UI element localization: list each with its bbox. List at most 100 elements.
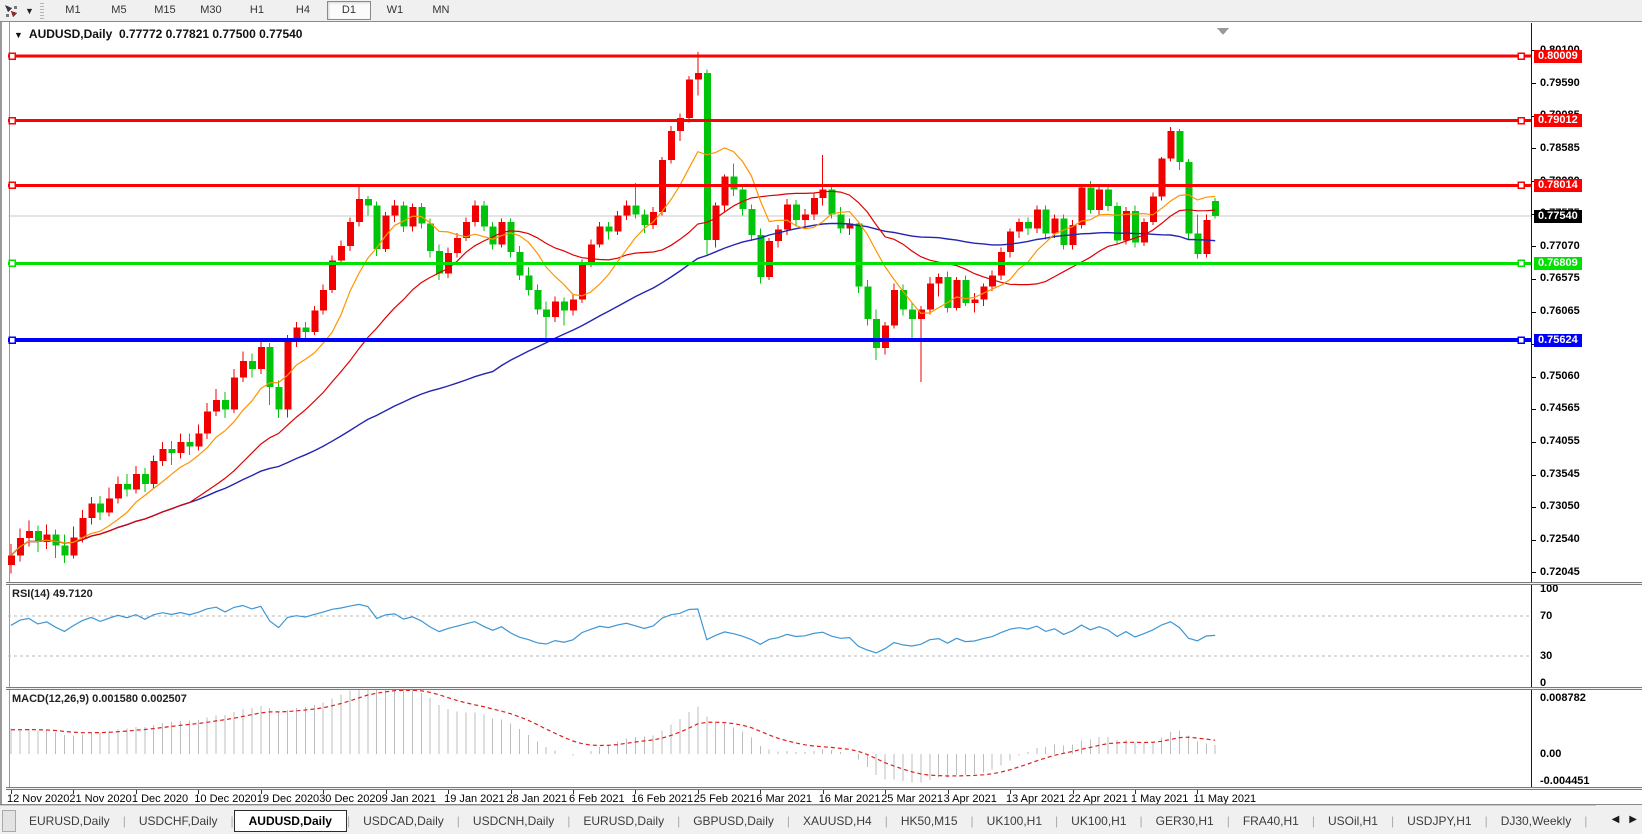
date-label: 12 Nov 2020: [7, 793, 70, 805]
tab-eurusd-daily[interactable]: EURUSD,Daily: [29, 813, 110, 828]
chart-tab-bar: EURUSD,Daily | USDCHF,Daily | AUDUSD,Daily | U…: [0, 805, 1642, 834]
tab-uk100-h1[interactable]: UK100,H1: [1071, 813, 1127, 828]
tab-dj30-weekly[interactable]: DJ30,Weekly: [1500, 813, 1572, 828]
time-tick-mark: [1197, 790, 1199, 794]
price-tick-label: 0.73545: [1540, 468, 1580, 481]
date-label: 25 Mar 2021: [881, 793, 943, 805]
chart-shift-marker-icon: [1217, 28, 1229, 35]
price-tick-mark: [1532, 539, 1536, 541]
tab-gbpusd-daily[interactable]: GBPUSD,Daily: [693, 813, 774, 828]
date-label: 25 Feb 2021: [693, 793, 756, 805]
time-tick-mark: [885, 790, 887, 794]
tab-usdchf-daily[interactable]: USDCHF,Daily: [138, 813, 218, 828]
tab-usdcad-daily[interactable]: USDCAD,Daily: [363, 813, 444, 828]
price-tick-label: 0.72540: [1540, 533, 1580, 546]
time-tick-mark: [1010, 790, 1011, 794]
tab-hk50-m15[interactable]: HK50,M15: [900, 813, 958, 828]
tab-divider: |: [1139, 813, 1143, 828]
price-tick-mark: [1532, 376, 1536, 378]
tab-usoil-h1[interactable]: USOil,H1: [1327, 813, 1378, 828]
panel-splitter[interactable]: [6, 582, 1642, 585]
price-tick-label: 0.78585: [1540, 141, 1580, 154]
tab-fra40-h1[interactable]: FRA40,H1: [1242, 813, 1299, 828]
tab-usdjpy-h1[interactable]: USDJPY,H1: [1407, 813, 1472, 828]
line-price-label: 0.78014: [1534, 178, 1582, 192]
time-tick-mark: [260, 790, 262, 794]
tab-scroll-buttons: ◀ ▶: [1596, 805, 1642, 834]
tab-divider: |: [1584, 813, 1588, 828]
ma-mid-line: [10, 190, 1216, 556]
date-label: 10 Dec 2020: [194, 793, 257, 805]
timeframe-button-m1[interactable]: M1: [65, 4, 81, 16]
date-label: 16 Mar 2021: [818, 793, 881, 805]
tab-ger30-h1[interactable]: GER30,H1: [1155, 813, 1214, 828]
timeframe-button-h4[interactable]: H4: [295, 4, 310, 16]
price-tick-mark: [1532, 572, 1536, 573]
line-price-label: 0.76809: [1534, 256, 1582, 270]
line-handle: [1517, 259, 1525, 268]
line-handle: [8, 336, 16, 344]
tab-divider: |: [786, 813, 791, 828]
timeframe-buttons: M1 M5 M15 M30 H1 H4 D1 W1 MN: [50, 1, 464, 20]
time-tick-mark: [1134, 790, 1136, 794]
right-arrow-icon[interactable]: ▶: [1629, 814, 1637, 825]
timeframe-button-d1[interactable]: D1: [326, 1, 371, 20]
collapse-triangle-icon[interactable]: ▼: [14, 30, 23, 40]
tab-divider: |: [122, 813, 126, 828]
tab-xauusd-h4[interactable]: XAUUSD,H4: [803, 813, 872, 828]
line-handle: [1517, 52, 1525, 60]
panel-splitter[interactable]: [6, 787, 1642, 790]
price-tick-mark: [1532, 148, 1536, 150]
timeframe-button-m30[interactable]: M30: [200, 4, 222, 16]
time-tick-mark: [510, 790, 512, 794]
price-tick-label: 0.77070: [1540, 239, 1580, 252]
chart-ohlc: 0.77772 0.77821 0.77500 0.77540: [118, 27, 303, 41]
price-tick-label: 0.74055: [1540, 435, 1580, 448]
caret-down-icon[interactable]: ▼: [25, 5, 34, 16]
time-tick-mark: [822, 790, 824, 794]
current-price-label: 0.77540: [1534, 209, 1582, 223]
left-arrow-icon[interactable]: ◀: [1611, 814, 1620, 825]
price-tick-label: 0.75060: [1540, 370, 1580, 383]
chart-cursor-icon[interactable]: [3, 3, 23, 19]
main-chart-canvas[interactable]: [7, 23, 1531, 582]
panel-splitter[interactable]: [6, 687, 1642, 690]
time-tick-mark: [11, 790, 12, 794]
price-tick-mark: [1532, 474, 1536, 476]
date-label: 16 Feb 2021: [631, 793, 694, 805]
time-tick-mark: [635, 790, 637, 794]
line-price-label: 0.80009: [1534, 49, 1582, 63]
date-label: 21 Nov 2020: [69, 793, 132, 805]
line-handle: [8, 259, 16, 268]
rsi-line: [10, 603, 1216, 654]
timeframe-button-m15[interactable]: M15: [154, 4, 176, 16]
timeframe-button-mn[interactable]: MN: [432, 4, 450, 16]
tab-stub[interactable]: [2, 809, 16, 832]
price-axis[interactable]: 0.801000.795900.790850.785850.780800.775…: [1531, 23, 1642, 790]
macd-signal-line: [10, 690, 1216, 777]
timeframe-button-w1[interactable]: W1: [386, 4, 404, 16]
date-label: 9 Jan 2021: [381, 793, 437, 805]
timeframe-button-m5[interactable]: M5: [111, 4, 127, 16]
tab-eurusd-daily[interactable]: EURUSD,Daily: [583, 813, 665, 828]
date-label: 13 Apr 2021: [1006, 793, 1066, 805]
macd-axis-label: 0.00: [1540, 748, 1562, 760]
tab-audusd-daily[interactable]: AUDUSD,Daily: [233, 809, 347, 832]
timeframe-button-h1[interactable]: H1: [249, 4, 264, 16]
tab-divider: |: [1226, 813, 1230, 828]
date-label: 6 Mar 2021: [756, 793, 812, 805]
date-label: 28 Jan 2021: [506, 793, 568, 805]
price-tick-mark: [1532, 83, 1536, 85]
tab-usdcnh-daily[interactable]: USDCNH,Daily: [472, 813, 555, 828]
date-label: 22 Apr 2021: [1068, 793, 1128, 805]
time-tick-mark: [73, 790, 75, 794]
price-tick-label: 0.76575: [1540, 272, 1580, 284]
time-axis[interactable]: 12 Nov 2020 21 Nov 2020 1 Dec 2020 10 Dec 2…: [7, 790, 1531, 805]
rsi-panel-canvas[interactable]: [7, 585, 1531, 687]
tab-divider: |: [456, 813, 460, 828]
macd-values: 0.001580 0.002507: [92, 693, 187, 705]
price-tick-label: 0.76065: [1540, 305, 1580, 317]
tab-uk100-h1[interactable]: UK100,H1: [986, 813, 1043, 828]
line-handle: [1517, 336, 1525, 344]
macd-panel-canvas[interactable]: [7, 690, 1531, 787]
